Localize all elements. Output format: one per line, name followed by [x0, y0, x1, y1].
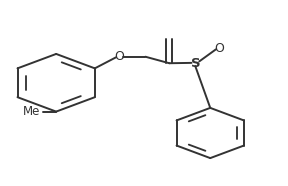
Text: S: S [191, 57, 201, 70]
Text: O: O [115, 50, 124, 63]
Text: Me: Me [23, 105, 40, 118]
Text: O: O [214, 42, 224, 55]
